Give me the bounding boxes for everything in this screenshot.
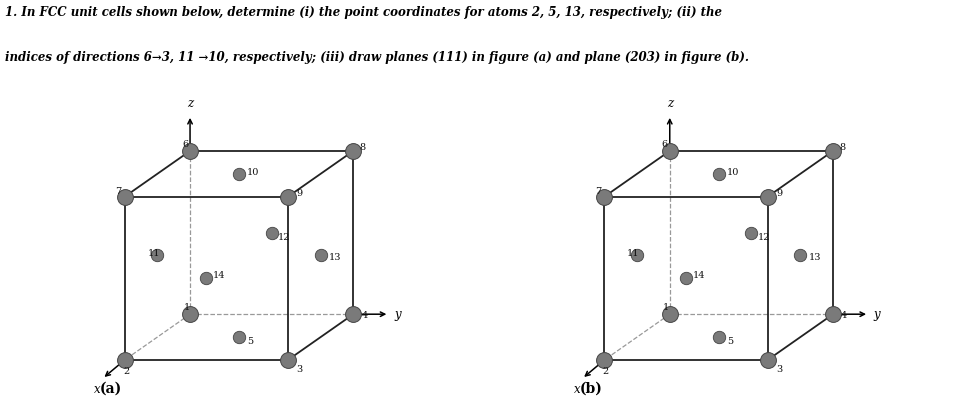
Point [759, 194, 775, 200]
Point [710, 170, 726, 177]
Text: 8: 8 [839, 143, 845, 152]
Point [150, 252, 165, 259]
Text: 14: 14 [212, 271, 225, 280]
Point [345, 311, 361, 318]
Point [264, 229, 280, 236]
Text: 12: 12 [278, 233, 290, 242]
Text: 7: 7 [594, 187, 600, 196]
Point [710, 334, 726, 340]
Text: z: z [666, 97, 672, 110]
Point [280, 357, 295, 363]
Text: (b): (b) [579, 382, 602, 396]
Text: 5: 5 [246, 337, 253, 347]
Text: 8: 8 [360, 143, 366, 152]
Text: 9: 9 [296, 189, 302, 198]
Point [596, 194, 611, 200]
Text: (a): (a) [100, 382, 122, 396]
Point [743, 229, 759, 236]
Point [313, 252, 329, 259]
Text: 4: 4 [361, 311, 368, 320]
Text: 13: 13 [808, 252, 821, 261]
Text: 7: 7 [114, 187, 121, 196]
Point [345, 148, 361, 154]
Text: y: y [873, 308, 879, 321]
Text: 1: 1 [183, 303, 190, 312]
Text: 2: 2 [123, 367, 129, 376]
Text: x: x [573, 383, 580, 396]
Point [116, 194, 132, 200]
Point [661, 148, 677, 154]
Point [661, 311, 677, 318]
Text: 6: 6 [661, 140, 667, 149]
Point [280, 194, 295, 200]
Text: 1: 1 [662, 303, 669, 312]
Text: 12: 12 [757, 233, 770, 242]
Point [629, 252, 645, 259]
Text: 11: 11 [148, 249, 160, 258]
Text: 13: 13 [329, 252, 341, 261]
Point [182, 148, 198, 154]
Text: 5: 5 [726, 337, 733, 347]
Point [231, 334, 246, 340]
Point [596, 357, 611, 363]
Text: 10: 10 [726, 168, 738, 177]
Point [824, 311, 840, 318]
Point [678, 275, 693, 282]
Text: y: y [394, 308, 400, 321]
Text: 11: 11 [627, 249, 640, 258]
Text: 3: 3 [776, 365, 781, 374]
Point [231, 170, 246, 177]
Point [116, 357, 132, 363]
Text: 4: 4 [840, 311, 847, 320]
Point [182, 311, 198, 318]
Text: z: z [187, 97, 193, 110]
Point [759, 357, 775, 363]
Text: 9: 9 [776, 189, 781, 198]
Point [199, 275, 214, 282]
Text: 10: 10 [246, 168, 259, 177]
Text: 1. In FCC unit cells shown below, determine (i) the point coordinates for atoms : 1. In FCC unit cells shown below, determ… [5, 6, 721, 19]
Text: 14: 14 [691, 271, 704, 280]
Point [792, 252, 808, 259]
Text: 3: 3 [296, 365, 302, 374]
Text: indices of directions 6→3, 11 →10, respectively; (iii) draw planes (111) in figu: indices of directions 6→3, 11 →10, respe… [5, 50, 748, 63]
Text: 6: 6 [182, 140, 188, 149]
Point [824, 148, 840, 154]
Text: x: x [94, 383, 101, 396]
Text: 2: 2 [602, 367, 608, 376]
